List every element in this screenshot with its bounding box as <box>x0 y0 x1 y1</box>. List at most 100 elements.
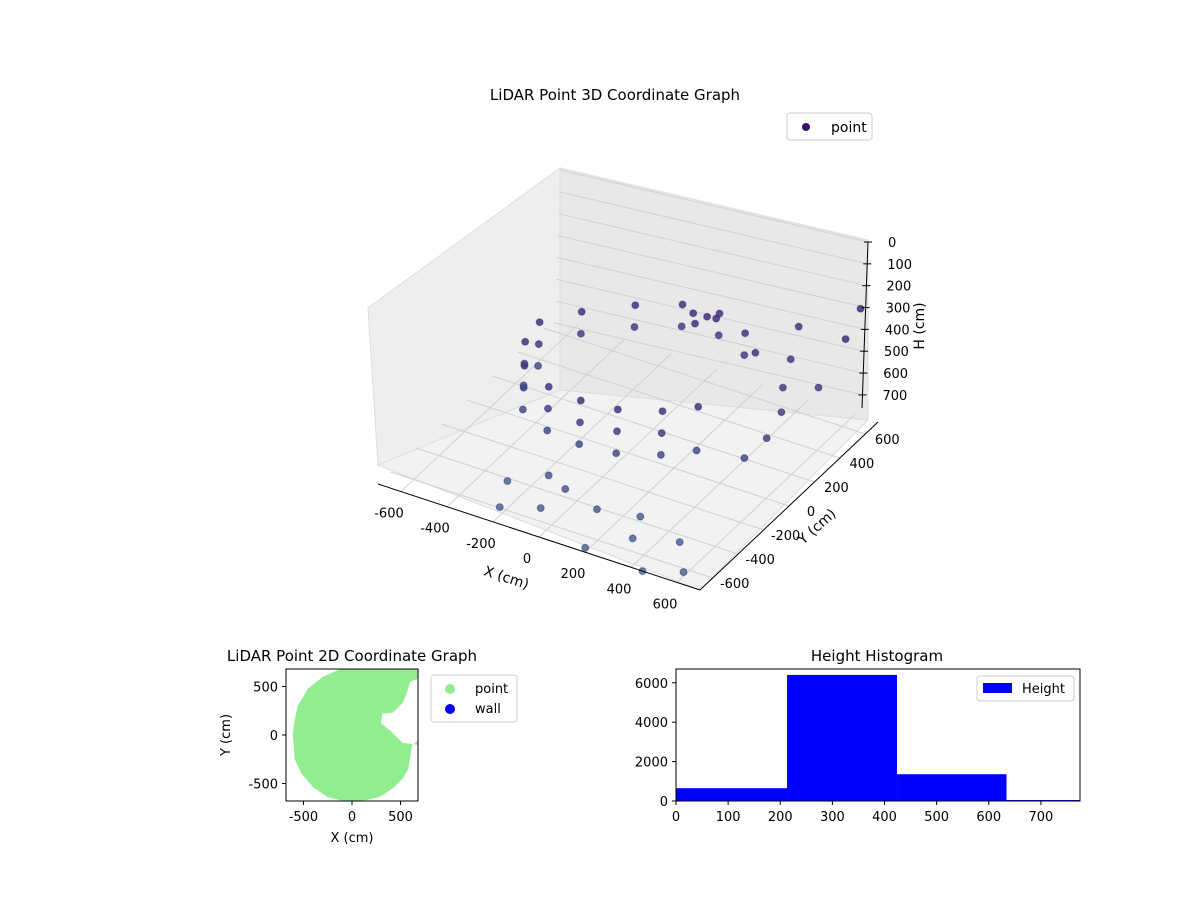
data-point-3d-18 <box>576 329 585 338</box>
data-point-3d-13 <box>694 402 703 411</box>
data-point-3d-33 <box>692 446 701 455</box>
data-point-3d-27 <box>519 381 528 390</box>
pane-floor <box>376 389 870 591</box>
y-axis-label-3d: Y (cm) <box>794 506 839 549</box>
ticks-2d: -500 0 500 -500 0 500 <box>248 680 412 825</box>
data-point-3d-20 <box>520 359 529 368</box>
data-point-3d-6 <box>535 318 544 327</box>
z-tick-label-3d-2: 200 <box>886 280 911 295</box>
data-point-3d-12 <box>658 407 667 416</box>
data-point-3d-41 <box>762 434 771 443</box>
legend-2d-marker-point <box>445 684 455 694</box>
data-point-3d-55 <box>503 477 512 485</box>
data-point-3d-42 <box>740 454 749 463</box>
z-tick-label-3d-5: 500 <box>884 345 909 360</box>
x-axis-label-2d: X (cm) <box>331 831 374 846</box>
data-point-3d-24 <box>613 427 621 436</box>
data-point-3d-50 <box>536 504 545 513</box>
x-tick-label-2d-1: 0 <box>348 810 356 825</box>
chart-3d: LiDAR Point 3D Coordinate Graph -600 -400… <box>367 86 928 612</box>
data-point-3d-19 <box>534 340 543 349</box>
point-region-2d <box>292 669 418 801</box>
data-point-3d-57 <box>581 543 590 552</box>
grid-line-z-2 <box>558 213 867 287</box>
data-point-3d-35 <box>703 312 712 321</box>
ticks-histogram: 0 100 200 300 400 500 600 700 0 2000 4000 6000 <box>635 677 1053 825</box>
x-tick-label-3d-0: -600 <box>374 507 404 522</box>
data-point-3d-14 <box>630 323 639 331</box>
x-tick-label-hist-4: 400 <box>872 810 897 825</box>
data-point-3d-29 <box>543 426 552 435</box>
grid-line-z-7 <box>554 322 863 396</box>
data-point-3d-38 <box>786 355 795 364</box>
plot-area-histogram <box>675 668 1081 802</box>
data-point-3d-49 <box>593 505 601 514</box>
data-point-3d-9 <box>544 382 553 391</box>
data-point-3d-3 <box>741 329 750 338</box>
data-point-3d-23 <box>576 418 584 427</box>
legend-3d-box <box>786 112 873 141</box>
data-point-3d-15 <box>677 322 686 331</box>
data-point-3d-7 <box>521 337 530 346</box>
y-tick-label-3d-5: 400 <box>849 457 874 472</box>
data-point-3d-44 <box>814 383 823 392</box>
data-point-3d-4 <box>751 348 760 357</box>
x-tick-label-hist-0: 0 <box>672 810 680 825</box>
x-tick-label-3d-2: -200 <box>466 537 496 552</box>
data-point-3d-51 <box>636 512 645 521</box>
data-point-3d-37 <box>691 319 699 328</box>
histogram-bar-1 <box>787 674 898 801</box>
data-point-3d-30 <box>575 440 584 449</box>
x-tick-label-hist-6: 600 <box>976 810 1001 825</box>
data-point-3d-56 <box>495 503 504 512</box>
y-tick-label-hist-2: 4000 <box>635 716 668 731</box>
histogram-title: Height Histogram <box>811 647 943 665</box>
x-tick-label-3d-6: 600 <box>653 597 678 612</box>
y-tick-label-3d-1: -400 <box>745 553 775 568</box>
z-tick-label-3d-4: 400 <box>885 323 910 338</box>
legend-2d-label-wall: wall <box>475 702 501 717</box>
y-tick-label-hist-1: 2000 <box>635 756 668 771</box>
y-tick-label-2d-0: -500 <box>248 778 278 793</box>
y-tick-label-2d-1: 0 <box>270 729 278 744</box>
grid-line-y-6 <box>543 327 866 435</box>
data-point-3d-22 <box>544 404 552 413</box>
y-tick-label-hist-3: 6000 <box>635 677 668 692</box>
data-point-3d-2 <box>715 309 724 318</box>
z-tick-label-3d-7: 700 <box>882 389 907 404</box>
x-tick-label-3d-1: -400 <box>420 522 450 537</box>
y-axis-label-2d: Y (cm) <box>219 714 234 757</box>
grid-line-y-0 <box>390 471 713 579</box>
x-tick-label-hist-3: 300 <box>820 810 845 825</box>
legend-histogram-box <box>976 675 1075 702</box>
grid-line-z-4 <box>556 256 865 330</box>
y-tick-label-3d-6: 600 <box>875 433 900 448</box>
histogram-bar-0 <box>676 788 788 801</box>
ticks-3d: -600-400-2000200400600-600-400-200020040… <box>374 236 912 612</box>
data-point-3d-34 <box>689 309 698 318</box>
legend-2d: point wall <box>430 674 518 723</box>
chart-2d-title: LiDAR Point 2D Coordinate Graph <box>227 647 477 665</box>
data-point-3d-1 <box>678 300 687 309</box>
data-point-3d-16 <box>714 331 723 340</box>
z-tick-label-3d-3: 300 <box>886 302 911 317</box>
legend-histogram: Height <box>976 675 1075 702</box>
points-3d <box>495 300 865 577</box>
y-tick-label-3d-2: -200 <box>771 529 801 544</box>
z-tick-label-3d-6: 600 <box>883 367 908 382</box>
data-point-3d-54 <box>679 568 688 577</box>
z-axis-label-3d: H (cm) <box>912 302 928 349</box>
data-point-3d-25 <box>657 429 666 438</box>
grid-line-y-2 <box>441 423 764 531</box>
data-point-3d-10 <box>576 396 585 405</box>
y-tick-label-3d-4: 200 <box>824 481 849 496</box>
legend-histogram-swatch <box>983 683 1012 693</box>
data-point-3d-5 <box>577 307 586 316</box>
y-tick-label-2d-2: 500 <box>253 680 278 695</box>
x-tick-label-3d-5: 400 <box>607 582 632 597</box>
data-point-3d-43 <box>794 322 803 331</box>
grid-3d <box>390 169 869 583</box>
chart-histogram: Height Histogram 0 100 200 300 400 500 600 7000… <box>635 647 1081 825</box>
data-point-3d-39 <box>778 383 787 392</box>
